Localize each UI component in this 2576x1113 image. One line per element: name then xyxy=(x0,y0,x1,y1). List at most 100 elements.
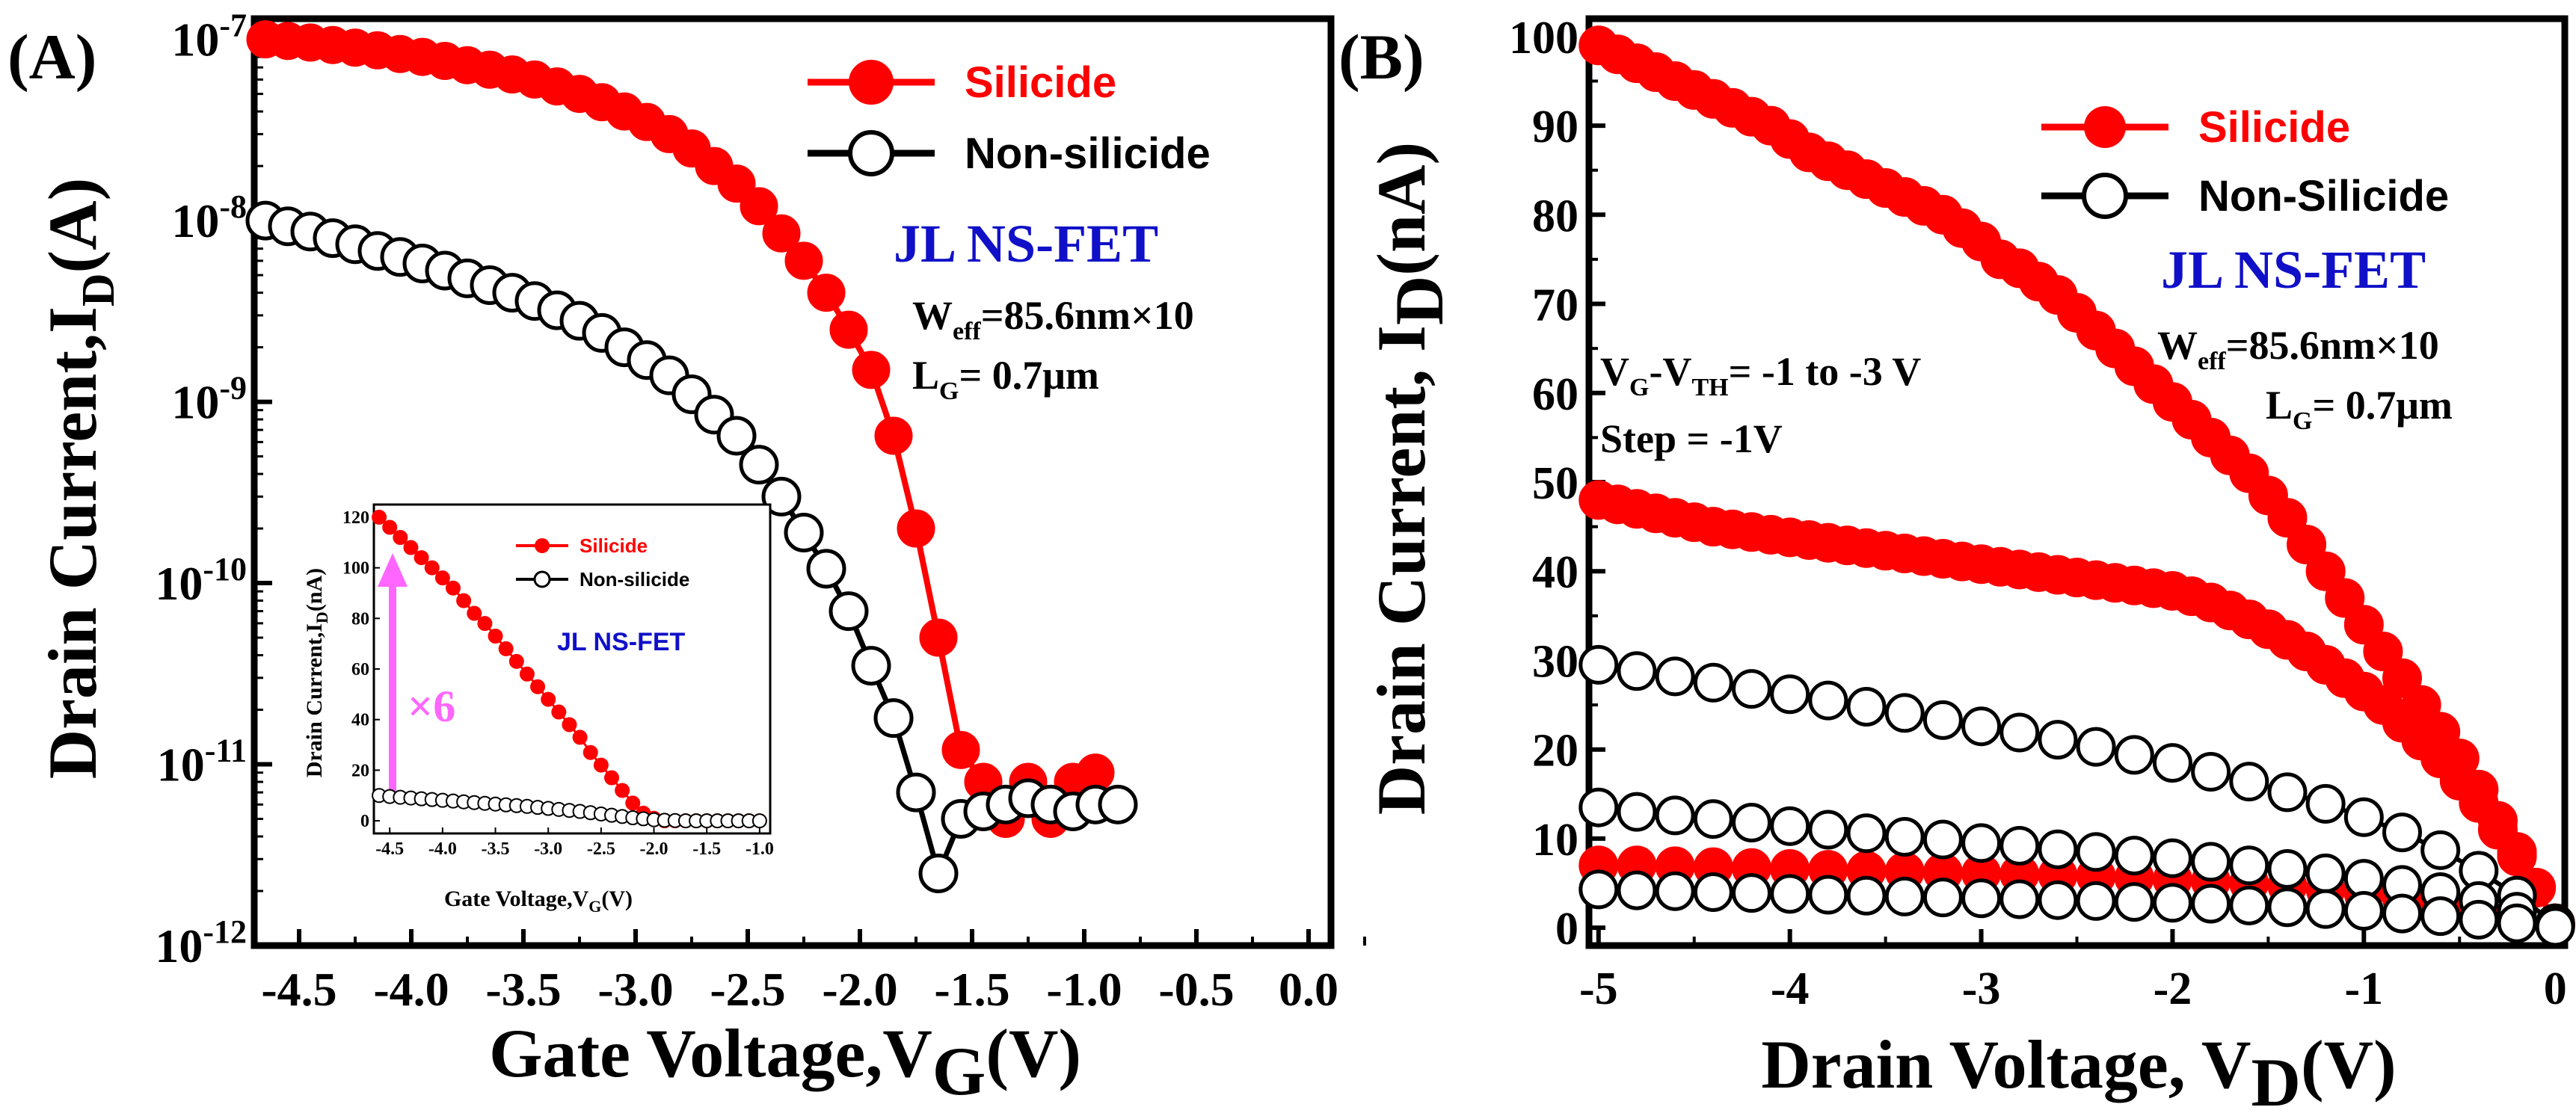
y-tick-label: 90 xyxy=(1532,102,1579,152)
nonsilicide-point xyxy=(873,698,914,739)
x-tick-label: -3 xyxy=(1962,964,2001,1014)
nonsilicide-point xyxy=(1846,875,1887,916)
silicide-point xyxy=(2305,551,2346,591)
inset-silicide-point xyxy=(498,641,514,656)
nonsilicide-point xyxy=(1846,686,1887,727)
x-tick-label: -4 xyxy=(1771,964,1810,1014)
nonsilicide-point xyxy=(2152,838,2192,878)
nonsilicide-point xyxy=(761,476,802,517)
panel-b-y-label: Drain Current, ID(nA) xyxy=(1363,142,1457,815)
x-tick-label: -0.5 xyxy=(1158,963,1234,1016)
x-tick-label: -2 xyxy=(2154,964,2192,1014)
nonsilicide-point xyxy=(851,646,891,686)
nonsilicide-point xyxy=(2497,903,2537,943)
nonsilicide-point xyxy=(2459,899,2499,940)
silicide-point xyxy=(2477,810,2518,850)
inset-x-tick-label: -1.5 xyxy=(692,839,721,859)
legend-b-silicide-marker xyxy=(2084,106,2126,148)
inset-silicide-point xyxy=(551,704,567,720)
panel-a-device-name: JL NS-FET xyxy=(894,214,1158,274)
nonsilicide-point xyxy=(2076,727,2116,767)
nonsilicide-point xyxy=(2191,884,2231,924)
inset-silicide-point xyxy=(562,717,577,733)
panel-b-bias: VG-VTH= -1 to -3 V xyxy=(1600,349,1921,401)
panel-a-frame xyxy=(250,15,1335,949)
nonsilicide-point xyxy=(1655,656,1695,697)
nonsilicide-point xyxy=(1961,706,2002,747)
nonsilicide-point xyxy=(1693,662,1733,703)
y-tick-label: 40 xyxy=(1532,547,1579,598)
legend-nonsilicide-label: Non-silicide xyxy=(965,129,1211,178)
inset-x-ticks: -4.5 -4.0 -3.5 -3.0 -2.5 -2.0 -1.5 -1.0 xyxy=(375,827,774,859)
panel-b-label: (B) xyxy=(1338,21,1424,93)
panel-a-lg: LG= 0.7μm xyxy=(912,353,1099,405)
y-tick-label: 10-9 xyxy=(171,370,247,429)
nonsilicide-point xyxy=(2343,891,2384,931)
nonsilicide-point xyxy=(1732,669,1771,709)
nonsilicide-point xyxy=(1808,680,1848,721)
nonsilicide-point xyxy=(1999,879,2040,919)
svg-text:Drain Current,ID(nA): Drain Current,ID(nA) xyxy=(302,568,331,777)
panel-a-inset: -4.5 -4.0 -3.5 -3.0 -2.5 -2.0 -1.5 -1.0 0 20 40 60… xyxy=(302,503,774,916)
legend-b-nonsilicide-label: Non-Silicide xyxy=(2198,172,2449,221)
x-tick-label: -1.0 xyxy=(1046,963,1122,1016)
panel-b-y-ticks: 0 10 20 30 40 50 60 70 80 90 100 xyxy=(1509,13,1605,955)
nonsilicide-point xyxy=(918,854,959,894)
nonsilicide-point xyxy=(2382,813,2422,853)
silicide-point xyxy=(2267,498,2308,538)
x-tick-label: -5 xyxy=(1579,964,1618,1014)
y-tick-label: 20 xyxy=(1532,726,1579,777)
nonsilicide-point xyxy=(2191,752,2231,792)
x-tick-label: -1.5 xyxy=(934,963,1009,1016)
nonsilicide-point xyxy=(1617,870,1657,910)
panel-b-device-name: JL NS-FET xyxy=(2161,240,2426,300)
nonsilicide-point xyxy=(1732,802,1771,842)
panel-a-series xyxy=(245,20,1138,894)
nonsilicide-point xyxy=(1098,784,1138,824)
inset-silicide-point xyxy=(382,519,398,535)
inset-silicide-point xyxy=(572,730,588,745)
inset-device-name: JL NS-FET xyxy=(557,628,686,656)
y-tick-label: 10-8 xyxy=(171,188,247,247)
inset-silicide-point xyxy=(530,679,546,694)
nonsilicide-point xyxy=(1770,874,1810,914)
silicide-point xyxy=(2287,524,2327,564)
nonsilicide-point xyxy=(1922,878,1963,918)
x-tick-label: -2.5 xyxy=(710,963,785,1016)
nonsilicide-point xyxy=(1922,819,1963,860)
nonsilicide-point xyxy=(2076,832,2116,872)
panel-b-legend: Silicide Non-Silicide xyxy=(2041,103,2449,221)
inset-series xyxy=(372,509,767,829)
nonsilicide-point xyxy=(1579,787,1619,827)
y-tick-label: 10-12 xyxy=(155,913,247,972)
panel-b-step: Step = -1V xyxy=(1600,416,1783,461)
panel-b-lg: LG= 0.7μm xyxy=(2266,383,2453,435)
nonsilicide-point xyxy=(2191,842,2231,882)
nonsilicide-point xyxy=(2114,735,2154,775)
inset-silicide-point xyxy=(604,770,619,786)
nonsilicide-point xyxy=(2267,887,2308,928)
inset-silicide-point xyxy=(508,653,524,669)
nonsilicide-point xyxy=(1770,806,1810,846)
nonsilicide-point xyxy=(1846,813,1887,854)
panel-b-x-ticks: -5 -4 -3 -2 -1 0 xyxy=(1579,929,2567,1014)
nonsilicide-point xyxy=(1655,795,1695,836)
inset-x-label: Gate Voltage,VG(V) xyxy=(444,887,633,916)
legend-b-silicide-label: Silicide xyxy=(2198,103,2350,152)
nonsilicide-point xyxy=(1655,871,1695,911)
x-tick-label: -2.0 xyxy=(822,963,897,1016)
inset-silicide-point xyxy=(403,540,419,555)
nonsilicide-point xyxy=(2229,762,2269,802)
inset-silicide-point xyxy=(477,616,493,632)
panel-a-weff: Weff=85.6nm×10 xyxy=(912,293,1194,345)
silicide-point xyxy=(762,214,801,253)
svg-text:Drain Current, ID(nA): Drain Current, ID(nA) xyxy=(1363,142,1457,815)
nonsilicide-point xyxy=(2114,836,2154,876)
inset-silicide-point xyxy=(625,795,641,811)
nonsilicide-point xyxy=(1884,876,1925,916)
y-tick-label: 80 xyxy=(1532,191,1579,241)
nonsilicide-point xyxy=(2229,845,2269,886)
panel-a-y-ticks: 10-7 10-8 10-9 10-10 10-11 10-12 xyxy=(155,7,272,972)
inset-y-tick-label: 120 xyxy=(342,508,369,528)
panel-a-x-ticks: -4.5 -4.0 -3.5 -3.0 -2.5 -2.0 -1.5 -1.0 -0.5 0.0 xyxy=(261,929,1366,1016)
